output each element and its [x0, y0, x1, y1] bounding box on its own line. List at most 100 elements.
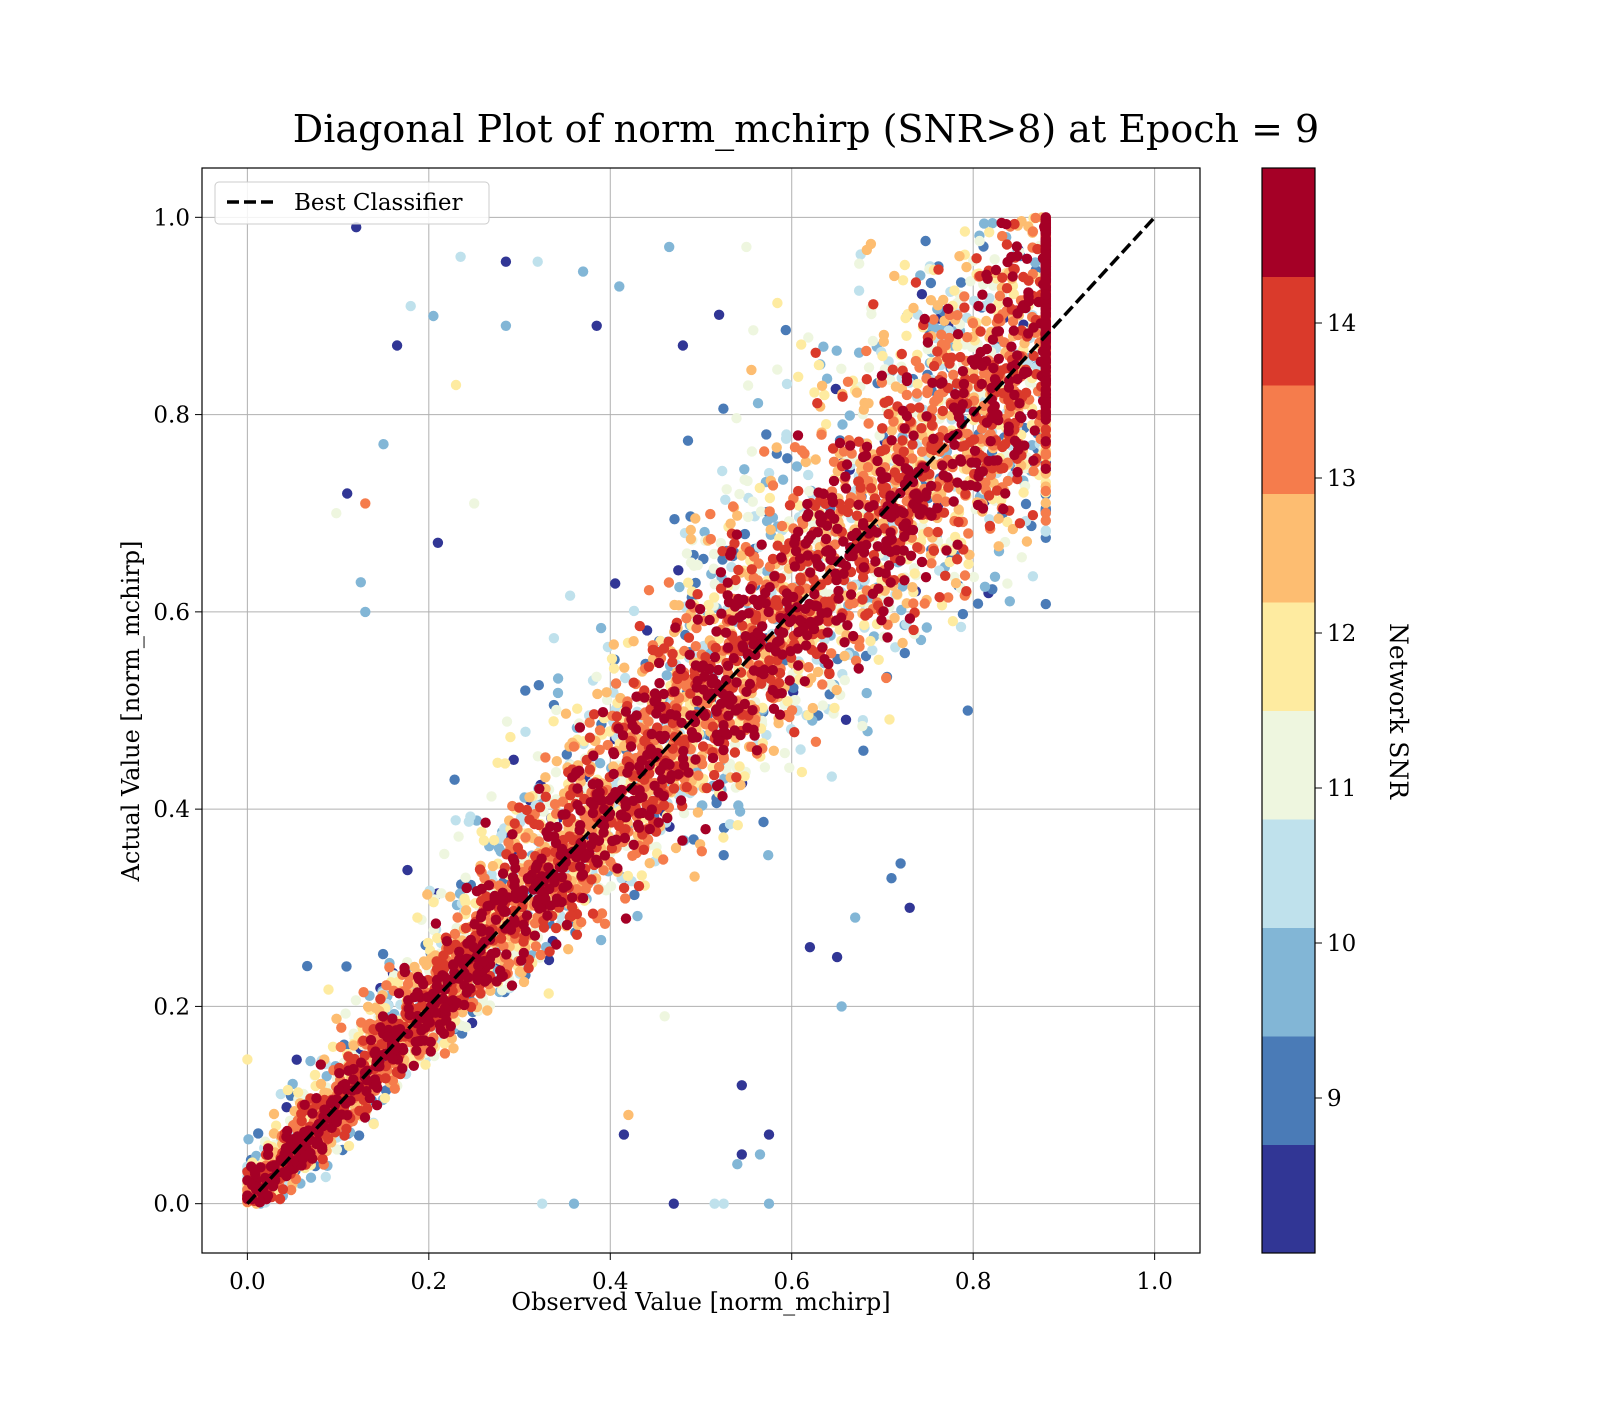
scatter-point: [889, 271, 899, 281]
scatter-point: [984, 227, 994, 237]
scatter-point: [777, 521, 787, 531]
scatter-point: [789, 727, 799, 737]
scatter-point: [489, 835, 499, 845]
scatter-point: [963, 559, 973, 569]
scatter-point: [857, 721, 867, 731]
scatter-point: [565, 591, 575, 601]
scatter-point: [553, 688, 563, 698]
scatter-point: [705, 509, 715, 519]
scatter-point: [669, 514, 679, 524]
scatter-point: [746, 365, 756, 375]
scatter-point: [900, 260, 910, 270]
scatter-point: [975, 326, 985, 336]
scatter-point: [841, 715, 851, 725]
scatter-point: [863, 608, 873, 618]
scatter-point: [412, 912, 422, 922]
scatter-point: [960, 226, 970, 236]
scatter-point: [753, 398, 763, 408]
scatter-point: [569, 741, 579, 751]
scatter-point: [948, 616, 958, 626]
scatter-point: [797, 445, 807, 455]
scatter-point: [952, 341, 962, 351]
scatter-point: [908, 625, 918, 635]
scatter-point: [1028, 466, 1038, 476]
scatter-point: [492, 758, 502, 768]
scatter-point: [718, 404, 728, 414]
scatter-point: [354, 1130, 364, 1140]
scatter-point: [520, 832, 530, 842]
scatter-point: [862, 688, 872, 698]
scatter-point: [761, 429, 771, 439]
scatter-point: [926, 295, 936, 305]
scatter-point: [917, 447, 927, 457]
scatter-point: [693, 770, 703, 780]
scatter-point: [629, 606, 639, 616]
scatter-point: [593, 884, 603, 894]
scatter-point: [336, 1022, 346, 1032]
scatter-point: [409, 962, 419, 972]
scatter-point: [439, 849, 449, 859]
scatter-point: [609, 663, 619, 673]
scatter-point: [748, 325, 758, 335]
scatter-point: [283, 1085, 293, 1095]
scatter-point: [922, 622, 932, 632]
scatter-point: [954, 251, 964, 261]
scatter-point: [683, 436, 693, 446]
scatter-point: [874, 655, 884, 665]
scatter-point: [993, 313, 1003, 323]
scatter-point: [375, 994, 385, 1004]
scatter-point: [814, 360, 824, 370]
scatter-point: [897, 435, 907, 445]
scatter-point: [859, 620, 869, 630]
scatter-point: [994, 541, 1004, 551]
scatter-point: [544, 988, 554, 998]
scatter-point: [772, 364, 782, 374]
scatter-point: [356, 1017, 366, 1027]
scatter-point: [920, 236, 930, 246]
scatter-point: [728, 501, 738, 511]
scatter-point: [310, 1070, 320, 1080]
scatter-point: [362, 1103, 372, 1113]
scatter-point: [888, 365, 898, 375]
scatter-point: [808, 703, 818, 713]
scatter-point: [482, 1005, 492, 1015]
scatter-point: [732, 511, 742, 521]
scatter-point: [535, 802, 545, 812]
scatter-point: [837, 392, 847, 402]
scatter-point: [968, 318, 978, 328]
scatter-point: [1005, 596, 1015, 606]
scatter-point: [956, 277, 966, 287]
scatter-point: [990, 572, 1000, 582]
scatter-point: [292, 1055, 302, 1065]
scatter-point: [926, 558, 936, 568]
scatter-point: [772, 298, 782, 308]
scatter-point: [907, 439, 917, 449]
scatter-point: [829, 703, 839, 713]
scatter-point: [934, 592, 944, 602]
scatter-point: [887, 426, 897, 436]
scatter-point: [725, 519, 735, 529]
scatter-point: [739, 464, 749, 474]
scatter-point: [867, 645, 877, 655]
scatter-point: [813, 667, 823, 677]
scatter-point: [422, 889, 432, 899]
scatter-point: [551, 767, 561, 777]
scatter-point: [691, 641, 701, 651]
scatter-point: [811, 454, 821, 464]
scatter-point: [837, 419, 847, 429]
scatter-point: [961, 262, 971, 272]
scatter-point: [674, 582, 684, 592]
scatter-point: [881, 673, 891, 683]
scatter-point: [465, 811, 475, 821]
scatter-point: [897, 638, 907, 648]
scatter-point: [877, 351, 887, 361]
scatter-point: [787, 705, 797, 715]
scatter-point: [974, 236, 984, 246]
scatter-point: [540, 752, 550, 762]
scatter-point: [959, 291, 969, 301]
scatter-point: [781, 325, 791, 335]
scatter-point: [591, 672, 601, 682]
scatter-point: [960, 570, 970, 580]
scatter-point: [534, 836, 544, 846]
